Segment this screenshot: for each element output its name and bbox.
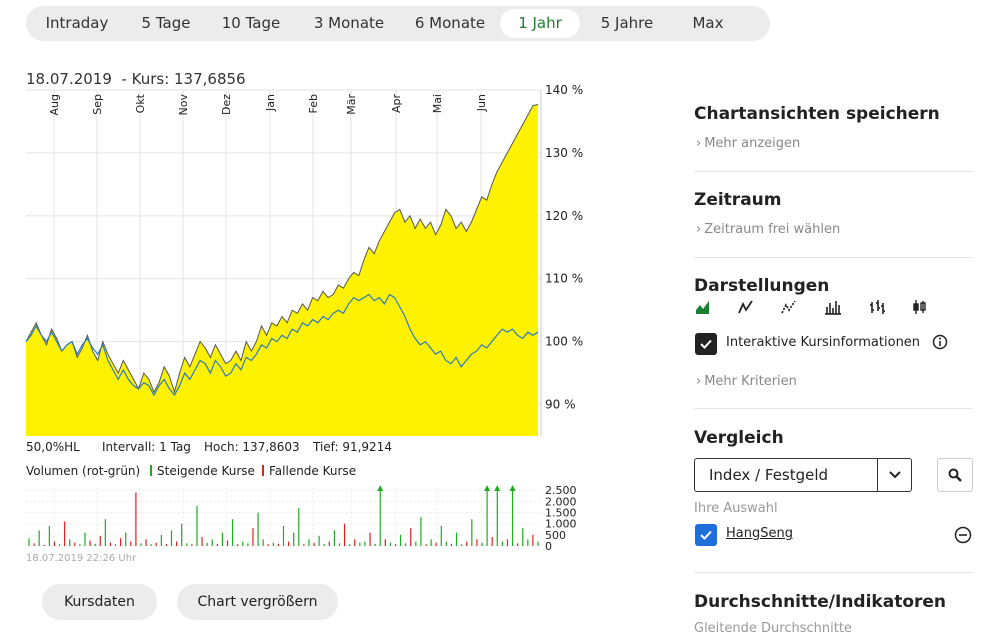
tab-1-jahr[interactable]: 1 Jahr [500, 9, 580, 38]
vol-tick-label: 1.000 [545, 518, 577, 531]
compare-type-value: Index / Festgeld [709, 466, 829, 484]
remove-circle-icon[interactable] [954, 526, 972, 544]
darstellungen-title: Darstellungen [694, 276, 830, 296]
x-tick-label: Jan [264, 94, 277, 112]
y-tick-label: 120 % [545, 209, 583, 223]
compare-type-select[interactable]: Index / Festgeld [694, 458, 912, 492]
price-chart[interactable]: 90 % 100 % 110 % 120 % 130 % 140 % Aug Sep Okt No… [0, 84, 600, 554]
legend-falling-label: Fallende Kurse [269, 464, 357, 478]
more-criteria-label: Mehr Kriterien [704, 374, 797, 389]
indicators-title: Durchschnitte/Indikatoren [694, 592, 947, 612]
ihre-auswahl-label: Ihre Auswahl [694, 501, 778, 516]
period-tab-bar: Intraday 5 Tage 10 Tage 3 Monate 6 Monate 1 J… [26, 6, 770, 41]
y-tick-label: 110 % [545, 272, 583, 286]
zeitraum-title: Zeitraum [694, 190, 782, 210]
search-icon [948, 468, 962, 482]
ohlc-icon[interactable] [869, 299, 885, 315]
kursdaten-button[interactable]: Kursdaten [42, 584, 157, 620]
quote-date: 18.07.2019 [26, 70, 112, 88]
stat-high: Hoch: 137,8603 [204, 440, 300, 454]
x-tick-label: Mai [431, 94, 444, 113]
x-tick-label: Dez [220, 94, 233, 115]
save-views-link-label: Mehr anzeigen [704, 136, 801, 151]
x-tick-label: Jun [475, 94, 488, 112]
stat-scale: 50,0%HL [26, 440, 80, 454]
price-area [26, 104, 538, 436]
check-icon [700, 530, 712, 540]
divider [694, 572, 972, 573]
volume-overflow-arrow-icon [484, 485, 491, 491]
y-tick-label: 100 % [545, 335, 583, 349]
legend-falling: Fallende Kurse [262, 464, 356, 478]
x-tick-label: Sep [91, 94, 104, 115]
tab-3-monate[interactable]: 3 Monate [313, 14, 385, 32]
volume-overflow-arrow-icon [494, 485, 501, 491]
tab-10-tage[interactable]: 10 Tage [221, 14, 281, 32]
divider [694, 257, 972, 258]
more-criteria-link[interactable]: › Mehr Kriterien [696, 374, 797, 389]
check-icon [700, 339, 712, 349]
chevron-right-icon: › [696, 222, 702, 237]
interactive-info-checkbox[interactable] [695, 333, 717, 355]
info-icon[interactable] [932, 334, 948, 350]
zeitraum-link[interactable]: › Zeitraum frei wählen [696, 222, 840, 237]
chart-enlarge-button[interactable]: Chart vergrößern [177, 584, 338, 620]
chevron-down-icon[interactable] [877, 459, 911, 491]
legend-rising: Steigende Kurse [150, 464, 255, 478]
falling-marker-icon [262, 465, 264, 476]
interactive-info-label: Interaktive Kursinformationen [726, 335, 921, 350]
indicators-sub: Gleitende Durchschnitte [694, 621, 852, 636]
chart-timestamp: 18.07.2019 22:26 Uhr [26, 553, 137, 564]
vol-tick-label: 2.000 [545, 495, 577, 508]
y-tick-label: 130 % [545, 146, 583, 160]
zeitraum-link-label: Zeitraum frei wählen [704, 222, 841, 237]
vol-tick-label: 500 [545, 529, 566, 542]
tab-5-jahre[interactable]: 5 Jahre [600, 14, 654, 32]
save-views-title: Chartansichten speichern [694, 104, 940, 124]
volume-overflow-arrow-icon [509, 485, 516, 491]
volume-overflow-arrow-icon [377, 485, 384, 491]
hangseng-checkbox[interactable] [695, 524, 717, 546]
vol-tick-label: 1.500 [545, 507, 577, 520]
y-tick-label: 140 % [545, 84, 583, 97]
quote-price: - Kurs: 137,6856 [121, 70, 246, 88]
y-tick-label: 90 % [545, 398, 576, 412]
legend-rising-label: Steigende Kurse [157, 464, 255, 478]
stat-interval: Intervall: 1 Tag [102, 440, 191, 454]
chevron-right-icon: › [696, 136, 702, 151]
save-views-link[interactable]: › Mehr anzeigen [696, 136, 800, 151]
candlestick-icon[interactable] [912, 299, 928, 315]
vol-tick-label: 2.500 [545, 484, 577, 497]
price-line [25, 104, 539, 394]
x-tick-label: Feb [307, 94, 320, 113]
x-tick-label: Nov [177, 94, 190, 116]
stat-low: Tief: 91,9214 [313, 440, 392, 454]
dotted-line-chart-icon[interactable] [781, 299, 797, 315]
compare-line [25, 293, 539, 397]
area-chart-icon[interactable] [695, 299, 711, 315]
vol-tick-label: 0 [545, 540, 552, 553]
rising-marker-icon [150, 465, 152, 476]
line-chart-icon[interactable] [738, 299, 754, 315]
vergleich-title: Vergleich [694, 428, 784, 448]
x-tick-label: Okt [134, 93, 147, 113]
bar-volume-icon[interactable] [825, 299, 841, 315]
divider [694, 408, 972, 409]
x-tick-label: Apr [390, 94, 403, 114]
tab-max[interactable]: Max [692, 14, 724, 32]
x-tick-label: Mär [345, 94, 358, 115]
hangseng-link[interactable]: HangSeng [726, 526, 793, 541]
quote-line: 18.07.2019 - Kurs: 137,6856 [26, 70, 246, 88]
tab-intraday[interactable]: Intraday [45, 14, 109, 32]
divider [694, 171, 972, 172]
tab-6-monate[interactable]: 6 Monate [414, 14, 486, 32]
x-tick-label: Aug [48, 94, 61, 115]
tab-5-tage[interactable]: 5 Tage [141, 14, 191, 32]
compare-search-button[interactable] [937, 458, 973, 492]
chevron-right-icon: › [696, 374, 702, 389]
volume-title: Volumen (rot-grün) [26, 464, 141, 478]
